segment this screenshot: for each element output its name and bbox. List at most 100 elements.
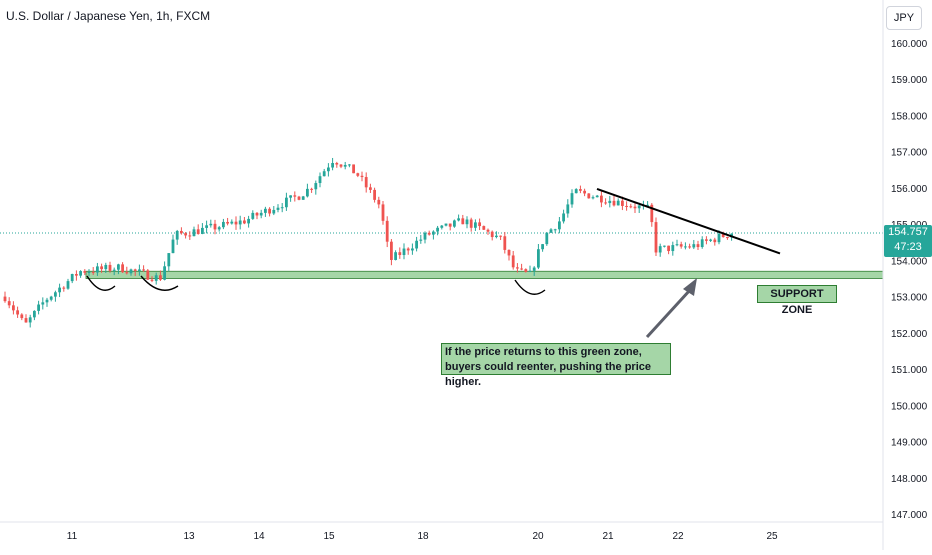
candle-body (133, 269, 137, 271)
candle-body (335, 162, 339, 165)
candle-body (621, 200, 624, 206)
price-axis-label: 149.000 (891, 438, 928, 449)
candle-body (314, 183, 318, 190)
candle-body (37, 304, 40, 311)
candle-body (201, 227, 204, 234)
candle-body (684, 246, 687, 248)
candle-body (226, 221, 229, 224)
candle-body (570, 193, 574, 205)
candle-body (66, 281, 70, 289)
price-axis-label: 159.000 (891, 75, 928, 86)
candle-body (41, 302, 45, 305)
candle-body (482, 226, 486, 230)
support-note-callout[interactable]: If the price returns to this green zone,… (441, 343, 671, 388)
candle-body (591, 197, 595, 199)
candle-body (364, 177, 368, 188)
price-axis-label: 160.000 (891, 39, 928, 50)
candle-body (276, 207, 280, 210)
candle-body (205, 225, 208, 228)
candle-body (238, 220, 242, 225)
candle-body (121, 264, 124, 273)
candle-body (79, 271, 82, 276)
support-touch-arc[interactable] (86, 275, 116, 291)
candle-body (125, 272, 129, 274)
price-axis-label: 158.000 (891, 111, 928, 122)
candle-body (163, 266, 166, 280)
candle-body (423, 232, 427, 240)
candle-body (507, 249, 511, 256)
price-axis-label: 154.000 (891, 256, 928, 267)
candle-body (49, 296, 53, 300)
candle-body (255, 212, 259, 216)
support-touch-arc[interactable] (514, 279, 546, 295)
candle-body (54, 292, 57, 297)
candle-body (138, 269, 141, 271)
candle-body (411, 248, 414, 251)
bar-countdown: 47:23 (894, 241, 922, 253)
candle-body (306, 188, 309, 197)
candle-body (385, 220, 389, 242)
support-zone-label[interactable]: SUPPORT ZONE (757, 285, 837, 316)
resistance-trendline[interactable] (596, 187, 781, 255)
candle-body (398, 252, 402, 256)
price-axis-label: 153.000 (891, 293, 928, 304)
candle-body (549, 229, 553, 233)
candle-body (159, 275, 162, 280)
candle-body (184, 233, 187, 236)
candle-body (595, 195, 599, 198)
candle-body (646, 204, 649, 206)
candle-body (436, 227, 439, 232)
candle-body (663, 245, 666, 247)
candle-body (721, 233, 725, 238)
candle-body (415, 240, 418, 249)
candle-body (637, 205, 641, 209)
candle-body (91, 271, 95, 273)
candle-body (146, 270, 150, 280)
candle-body (213, 223, 217, 230)
candle-body (62, 287, 66, 289)
price-axis-label: 151.000 (891, 365, 928, 376)
candle-body (251, 212, 255, 219)
candle-body (293, 195, 297, 197)
note-arrow-shaft[interactable] (645, 288, 692, 339)
candle-body (348, 164, 351, 166)
time-axis-label: 22 (672, 531, 684, 542)
candle-body (268, 208, 271, 214)
candle-body (87, 271, 91, 273)
candle-body (650, 204, 654, 223)
candle-body (100, 266, 103, 270)
candle-body (343, 164, 347, 167)
candle-body (209, 223, 213, 226)
currency-unit-button[interactable]: JPY (886, 6, 922, 30)
price-axis-label: 152.000 (891, 329, 928, 340)
candle-body (381, 204, 385, 221)
candle-body (444, 223, 448, 226)
candle-body (474, 222, 477, 228)
time-axis-label: 11 (67, 531, 78, 542)
candle-body (671, 245, 675, 252)
candle-body (112, 269, 116, 271)
candle-body (629, 206, 633, 208)
candle-body (142, 269, 145, 271)
candle-body (574, 189, 578, 194)
candle-body (377, 199, 381, 205)
candle-body (394, 252, 397, 260)
support-zone-band[interactable] (85, 270, 884, 279)
candle-body (20, 314, 24, 319)
candle-body (167, 253, 171, 267)
candle-body (188, 235, 192, 237)
support-touch-arc[interactable] (140, 275, 179, 291)
candle-body (310, 188, 313, 190)
candle-body (217, 227, 221, 230)
candle-body (440, 225, 444, 228)
candle-body (45, 299, 49, 303)
candle-body (28, 317, 32, 323)
candle-body (486, 229, 490, 232)
candle-body (285, 197, 288, 208)
candle-body (532, 267, 536, 271)
candle-body (230, 221, 234, 224)
candle-body (129, 269, 133, 274)
candle-body (520, 268, 523, 270)
